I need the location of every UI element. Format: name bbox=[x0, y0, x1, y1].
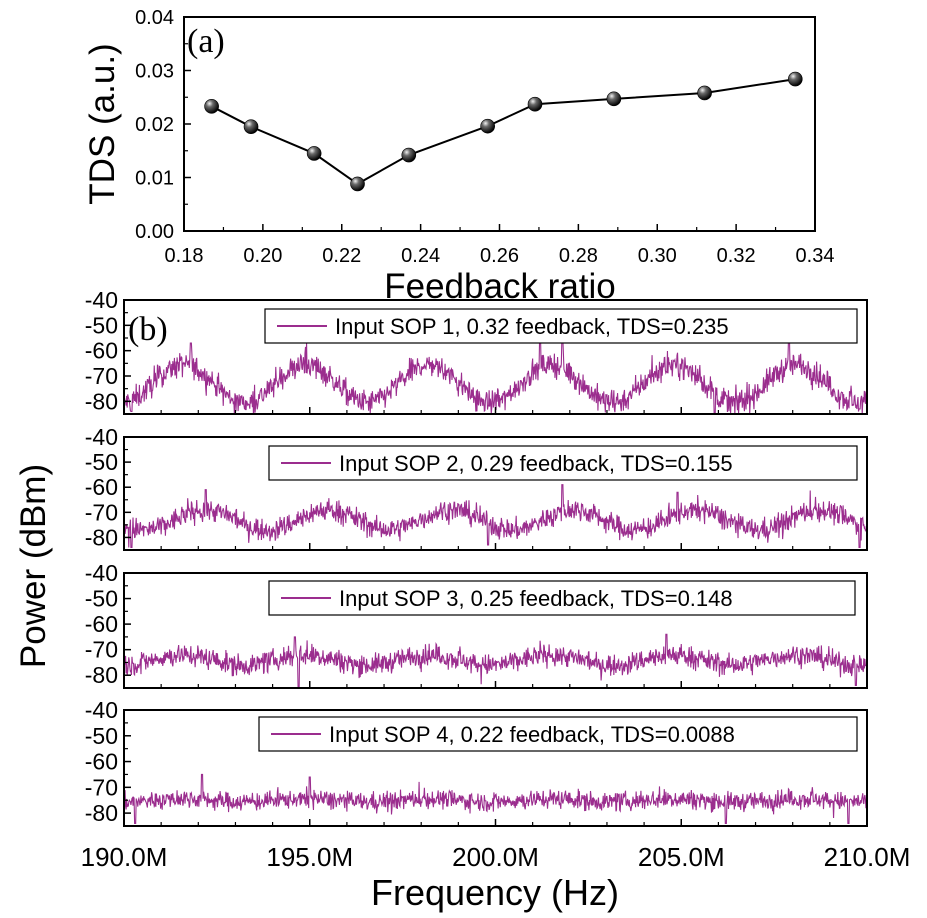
legend: Input SOP 2, 0.29 feedback, TDS=0.155 bbox=[268, 445, 858, 481]
legend: Input SOP 4, 0.22 feedback, TDS=0.0088 bbox=[258, 716, 858, 752]
spectrum-trace bbox=[124, 633, 867, 688]
panel-b-label: (b) bbox=[128, 311, 168, 348]
legend: Input SOP 1, 0.32 feedback, TDS=0.235 bbox=[264, 308, 858, 344]
panel-a-label: (a) bbox=[187, 23, 225, 60]
tds-line bbox=[211, 78, 796, 186]
y-tick-label: 0.00 bbox=[135, 221, 174, 243]
y-tick-label: -50 bbox=[85, 586, 118, 612]
y-tick-label: -80 bbox=[85, 388, 118, 414]
y-tick-label: -40 bbox=[85, 560, 118, 586]
x-tick-label: 195.0M bbox=[266, 842, 353, 872]
spectrum-trace bbox=[124, 484, 867, 549]
legend-box bbox=[264, 308, 858, 344]
tds-point bbox=[401, 147, 417, 163]
y-tick-label: 0.01 bbox=[135, 168, 174, 190]
spectrum-subplot: -40-50-60-70-80 Input SOP 1, 0.32 feedbac… bbox=[85, 287, 868, 415]
y-tick-label: -40 bbox=[85, 287, 118, 313]
legend-box bbox=[268, 580, 856, 616]
tds-markers bbox=[204, 71, 803, 192]
tds-point bbox=[480, 118, 495, 134]
legend-label: Input SOP 4, 0.22 feedback, TDS=0.0088 bbox=[329, 722, 735, 747]
panel-a-frame bbox=[183, 16, 816, 232]
y-tick-label: -50 bbox=[85, 312, 118, 338]
y-tick-label: -40 bbox=[85, 424, 118, 450]
tds-point bbox=[306, 146, 322, 161]
x-tick-label: 0.34 bbox=[796, 245, 835, 267]
x-tick-label: 0.26 bbox=[480, 245, 519, 267]
spectrum-subplot: -40-50-60-70-80 Input SOP 2, 0.29 feedbac… bbox=[85, 424, 868, 551]
x-tick-label: 210.0M bbox=[824, 842, 911, 872]
tds-point bbox=[697, 85, 712, 101]
y-tick-label: -70 bbox=[85, 499, 118, 525]
tds-point bbox=[527, 96, 543, 112]
panel-a-x-tick-labels: 0.18 0.20 0.22 0.24 0.26 0.28 0.30 0.32 0.34 bbox=[165, 245, 835, 267]
panel-a-y-tick-labels: 0.00 0.01 0.02 0.03 0.04 bbox=[135, 7, 174, 243]
tds-point bbox=[204, 99, 219, 114]
panel-a-y-axis-label: TDS (a.u.) bbox=[83, 43, 122, 204]
y-tick-label: 0.04 bbox=[135, 7, 174, 29]
y-tick-label: -60 bbox=[85, 338, 118, 364]
x-tick-label: 0.32 bbox=[717, 245, 756, 267]
x-tick-label: 205.0M bbox=[638, 842, 725, 872]
legend-label: Input SOP 1, 0.32 feedback, TDS=0.235 bbox=[335, 314, 729, 339]
legend-label: Input SOP 3, 0.25 feedback, TDS=0.148 bbox=[339, 586, 733, 611]
spectrum-trace bbox=[124, 339, 867, 414]
panel-a-ticks bbox=[183, 16, 816, 232]
legend-box bbox=[258, 716, 858, 752]
x-tick-label: 0.24 bbox=[401, 245, 440, 267]
x-tick-label: 0.20 bbox=[243, 245, 282, 267]
legend: Input SOP 3, 0.25 feedback, TDS=0.148 bbox=[268, 580, 856, 616]
legend-box bbox=[268, 445, 858, 481]
y-tick-label: -60 bbox=[85, 474, 118, 500]
x-tick-label: 0.30 bbox=[638, 245, 677, 267]
y-tick-label: -70 bbox=[85, 637, 118, 663]
spectrum-subplot: -40-50-60-70-80 Input SOP 3, 0.25 feedbac… bbox=[85, 560, 868, 689]
tds-point bbox=[243, 119, 259, 134]
y-tick-label: -60 bbox=[85, 611, 118, 637]
tds-point bbox=[787, 71, 803, 87]
y-tick-label: -50 bbox=[85, 723, 118, 749]
y-tick-label: -40 bbox=[85, 697, 118, 723]
y-tick-label: -50 bbox=[85, 449, 118, 475]
y-tick-label: 0.03 bbox=[135, 61, 174, 83]
spectrum-trace bbox=[124, 773, 867, 824]
y-tick-label: 0.02 bbox=[135, 114, 174, 136]
panel-b-x-axis-label: Frequency (Hz) bbox=[371, 872, 619, 913]
panel-a-tds-vs-feedback: 0.18 0.20 0.22 0.24 0.26 0.28 0.30 0.32 0.34 0.0… bbox=[83, 7, 834, 306]
spectrum-subplot: -40-50-60-70-80 Input SOP 4, 0.22 feedbac… bbox=[85, 697, 868, 827]
legend-label: Input SOP 2, 0.29 feedback, TDS=0.155 bbox=[339, 451, 733, 476]
y-tick-label: -70 bbox=[85, 774, 118, 800]
y-tick-label: -80 bbox=[85, 662, 118, 688]
y-tick-label: -80 bbox=[85, 800, 118, 826]
y-tick-label: -70 bbox=[85, 363, 118, 389]
tds-point bbox=[606, 91, 622, 107]
tds-point bbox=[350, 176, 365, 192]
x-tick-label: 200.0M bbox=[452, 842, 539, 872]
y-tick-label: -60 bbox=[85, 749, 118, 775]
panel-b-y-axis-label: Power (dBm) bbox=[14, 464, 53, 668]
y-tick-label: -80 bbox=[85, 524, 118, 550]
x-tick-label: 190.0M bbox=[81, 842, 168, 872]
x-tick-label: 0.18 bbox=[165, 245, 204, 267]
x-tick-label: 0.28 bbox=[559, 245, 598, 267]
panel-b-x-tick-labels: 190.0M 195.0M 200.0M 205.0M 210.0M bbox=[81, 842, 911, 872]
x-tick-label: 0.22 bbox=[322, 245, 361, 267]
